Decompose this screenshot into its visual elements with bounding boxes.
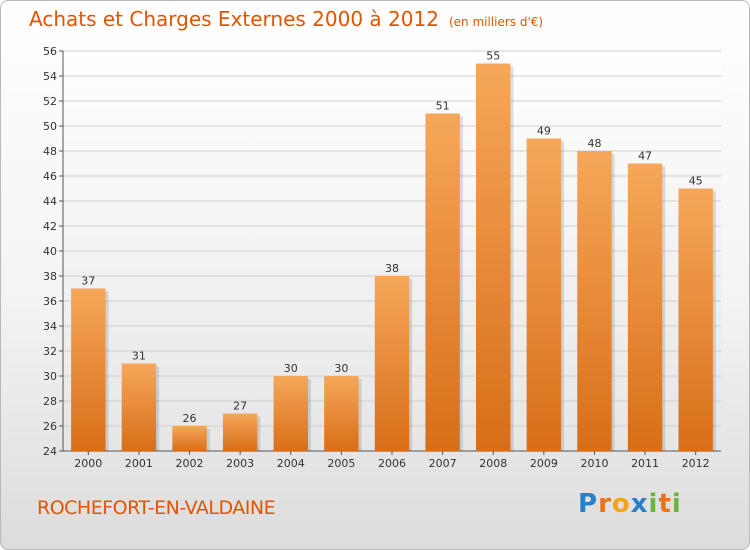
proxiti-logo: Proxiti xyxy=(578,489,682,519)
bar-2012 xyxy=(678,188,713,451)
bar-2005 xyxy=(324,376,359,451)
y-tick-label: 38 xyxy=(43,270,57,283)
chart-title-text: Achats et Charges Externes 2000 à 2012 xyxy=(29,7,439,31)
x-tick-label: 2007 xyxy=(429,457,457,470)
bar-2003 xyxy=(222,413,258,451)
bar-2001 xyxy=(121,363,157,451)
bar-value-label: 26 xyxy=(183,412,197,425)
bar-value-label: 45 xyxy=(689,175,703,188)
bar-2007 xyxy=(425,113,460,451)
logo-letter: i xyxy=(648,489,659,519)
bar-value-label: 30 xyxy=(284,362,298,375)
y-tick-label: 24 xyxy=(43,445,57,458)
bar-value-label: 47 xyxy=(638,150,652,163)
bar-value-label: 49 xyxy=(537,125,551,138)
bar-value-label: 31 xyxy=(132,350,146,363)
x-tick-label: 2012 xyxy=(682,457,710,470)
x-tick-label: 2003 xyxy=(226,457,254,470)
bar-2006 xyxy=(374,276,410,451)
y-tick-label: 36 xyxy=(43,295,57,308)
x-tick-label: 2011 xyxy=(631,457,659,470)
y-tick-label: 30 xyxy=(43,370,57,383)
logo-letter: i xyxy=(671,489,682,519)
bar-2010 xyxy=(577,151,612,451)
bar-2011 xyxy=(627,163,663,451)
x-tick-label: 2010 xyxy=(580,457,608,470)
bar-value-label: 37 xyxy=(81,275,95,288)
bar-value-label: 27 xyxy=(233,400,247,413)
x-tick-label: 2005 xyxy=(327,457,355,470)
bar-value-label: 48 xyxy=(587,137,601,150)
y-tick-label: 56 xyxy=(43,45,57,58)
y-tick-label: 28 xyxy=(43,395,57,408)
bar-value-label: 38 xyxy=(385,262,399,275)
y-tick-label: 40 xyxy=(43,245,57,258)
x-tick-label: 2006 xyxy=(378,457,406,470)
logo-letter: t xyxy=(658,489,672,519)
logo-letter: r xyxy=(598,489,612,519)
bar-2000 xyxy=(71,288,106,451)
y-tick-label: 52 xyxy=(43,95,57,108)
bar-value-label: 30 xyxy=(334,362,348,375)
bar-2004 xyxy=(273,376,308,451)
bar-2002 xyxy=(172,426,207,451)
chart-title: Achats et Charges Externes 2000 à 2012 (e… xyxy=(29,7,543,31)
bar-value-label: 55 xyxy=(486,50,500,63)
commune-name: ROCHEFORT-EN-VALDAINE xyxy=(37,497,276,519)
x-tick-label: 2008 xyxy=(479,457,507,470)
bar-value-label: 51 xyxy=(436,100,450,113)
y-tick-label: 44 xyxy=(43,195,57,208)
logo-letter: x xyxy=(630,489,649,519)
chart-unit: (en milliers d'€) xyxy=(448,15,544,29)
x-tick-label: 2002 xyxy=(176,457,204,470)
y-tick-label: 32 xyxy=(43,345,57,358)
x-tick-label: 2001 xyxy=(125,457,153,470)
x-tick-label: 2004 xyxy=(277,457,305,470)
y-tick-label: 46 xyxy=(43,170,57,183)
logo-letter: P xyxy=(578,489,599,519)
logo-letter: o xyxy=(611,489,631,519)
bar-2008 xyxy=(476,63,511,451)
y-tick-label: 26 xyxy=(43,420,57,433)
y-tick-label: 54 xyxy=(43,70,57,83)
y-tick-label: 48 xyxy=(43,145,57,158)
bar-2009 xyxy=(526,138,562,451)
y-tick-label: 42 xyxy=(43,220,57,233)
x-tick-label: 2009 xyxy=(530,457,558,470)
x-tick-label: 2000 xyxy=(74,457,102,470)
y-tick-label: 50 xyxy=(43,120,57,133)
y-tick-label: 34 xyxy=(43,320,57,333)
